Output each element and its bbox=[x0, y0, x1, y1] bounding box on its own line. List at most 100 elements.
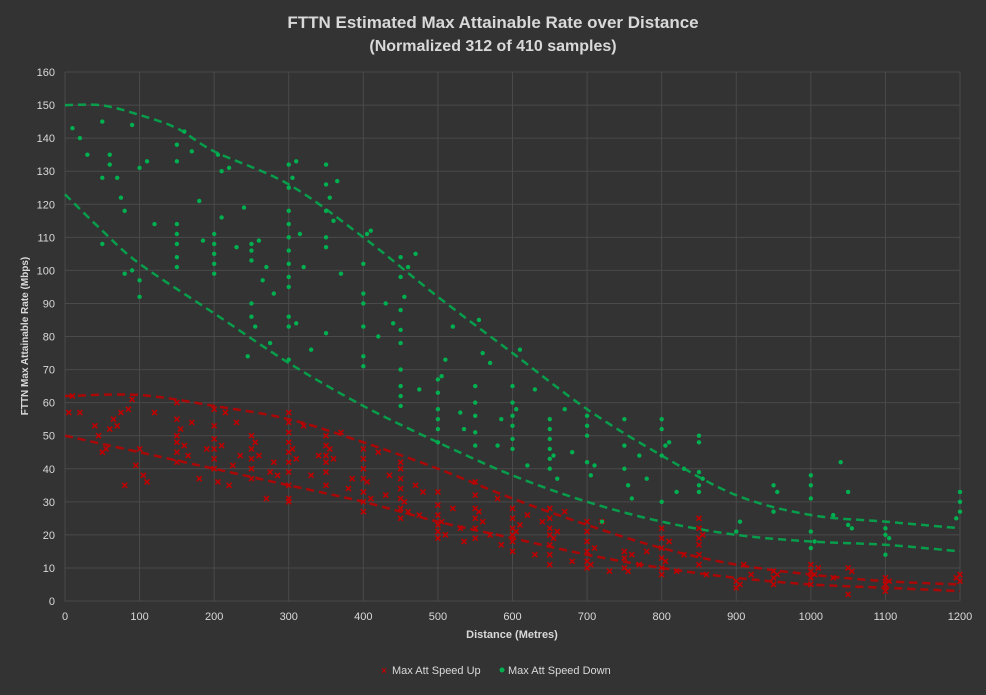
data-point-down bbox=[510, 436, 515, 442]
data-point-down bbox=[458, 410, 463, 415]
marker-stroke bbox=[322, 452, 330, 459]
data-point-up bbox=[405, 508, 412, 515]
data-point-up bbox=[546, 525, 553, 532]
marker-stroke bbox=[300, 422, 307, 429]
y-tick-label: 10 bbox=[43, 563, 55, 575]
data-point-up bbox=[416, 511, 423, 519]
data-point-up bbox=[285, 429, 292, 436]
data-point-down bbox=[845, 522, 851, 528]
marker-stroke bbox=[695, 515, 703, 522]
marker-stroke bbox=[173, 432, 180, 439]
data-point-down bbox=[335, 178, 340, 184]
x-tick-label: 300 bbox=[280, 611, 298, 623]
data-point-down bbox=[700, 476, 705, 481]
data-point-up bbox=[845, 591, 852, 598]
data-point-up bbox=[546, 551, 553, 558]
x-tick-label: 400 bbox=[354, 611, 372, 623]
data-point-up bbox=[360, 498, 367, 505]
legend-marker-down-icon bbox=[499, 667, 505, 673]
marker-stroke bbox=[267, 468, 274, 476]
data-point-up bbox=[516, 521, 524, 529]
data-point-down bbox=[152, 221, 157, 227]
data-point-up bbox=[811, 571, 818, 578]
data-point-up bbox=[102, 445, 110, 452]
data-point-down bbox=[547, 466, 552, 471]
data-point-up bbox=[173, 399, 180, 406]
data-point-down bbox=[361, 291, 366, 296]
data-point-up bbox=[434, 528, 441, 535]
data-point-up bbox=[293, 455, 300, 462]
x-tick-label: 700 bbox=[578, 611, 596, 623]
data-point-up bbox=[285, 459, 292, 466]
data-point-down bbox=[174, 254, 180, 260]
y-tick-label: 110 bbox=[37, 232, 55, 244]
data-point-down bbox=[294, 159, 299, 164]
data-point-down bbox=[294, 321, 299, 326]
data-point-down bbox=[361, 301, 366, 306]
marker-stroke bbox=[129, 396, 136, 403]
data-point-down bbox=[361, 261, 366, 266]
data-point-down bbox=[547, 456, 552, 462]
y-tick-label: 100 bbox=[37, 265, 55, 277]
data-point-down bbox=[510, 413, 515, 419]
data-point-down bbox=[435, 426, 441, 432]
data-point-up bbox=[110, 416, 117, 423]
legend-label-up: Max Att Speed Up bbox=[392, 665, 481, 677]
marker-stroke bbox=[472, 492, 479, 499]
marker-stroke bbox=[270, 459, 277, 466]
data-point-up bbox=[748, 571, 755, 578]
data-point-up bbox=[434, 488, 441, 495]
data-point-down bbox=[954, 516, 959, 521]
marker-stroke bbox=[587, 561, 594, 568]
data-point-up bbox=[621, 548, 628, 555]
data-point-down bbox=[584, 459, 590, 465]
marker-stroke bbox=[487, 531, 494, 538]
marker-stroke bbox=[386, 472, 393, 479]
data-point-down bbox=[390, 321, 396, 326]
legend: × Max Att Speed Up Max Att Speed Down bbox=[381, 665, 611, 677]
data-point-down bbox=[249, 314, 254, 319]
marker-stroke bbox=[360, 445, 367, 452]
data-point-up bbox=[248, 465, 255, 472]
data-point-down bbox=[413, 251, 418, 257]
data-point-down bbox=[107, 152, 112, 157]
y-tick-label: 50 bbox=[43, 431, 55, 443]
data-point-down bbox=[517, 347, 523, 352]
marker-stroke bbox=[263, 495, 270, 502]
data-point-down bbox=[473, 383, 478, 389]
data-point-down bbox=[663, 443, 668, 448]
marker-stroke bbox=[214, 478, 221, 486]
data-point-up bbox=[442, 531, 449, 538]
marker-stroke bbox=[658, 564, 665, 572]
data-point-down bbox=[100, 241, 105, 247]
marker-stroke bbox=[830, 574, 837, 581]
marker-stroke bbox=[143, 478, 151, 486]
marker-stroke bbox=[184, 452, 192, 459]
marker-stroke bbox=[546, 561, 553, 568]
marker-stroke bbox=[114, 422, 121, 429]
y-axis-label: FTTN Max Attainable Rate (Mbps) bbox=[20, 257, 31, 416]
marker-stroke bbox=[807, 568, 814, 575]
data-point-up bbox=[363, 478, 371, 486]
data-point-down bbox=[696, 483, 702, 488]
data-point-down bbox=[137, 278, 142, 283]
data-point-up bbox=[360, 488, 367, 495]
marker-stroke bbox=[248, 465, 255, 472]
data-point-down bbox=[666, 440, 672, 445]
data-point-down bbox=[267, 340, 273, 346]
data-point-up bbox=[397, 475, 404, 482]
marker-stroke bbox=[315, 452, 322, 459]
data-point-down bbox=[435, 377, 441, 382]
data-point-down bbox=[249, 301, 254, 306]
marker-stroke bbox=[173, 416, 180, 423]
data-point-up bbox=[584, 528, 591, 535]
marker-stroke bbox=[584, 548, 591, 555]
marker-stroke bbox=[322, 468, 330, 476]
data-point-down bbox=[838, 459, 843, 465]
marker-stroke bbox=[293, 455, 300, 462]
data-point-down bbox=[323, 245, 329, 250]
data-point-down bbox=[480, 350, 485, 356]
data-point-down bbox=[323, 235, 329, 240]
marker-stroke bbox=[658, 535, 665, 542]
data-point-down bbox=[286, 274, 291, 280]
